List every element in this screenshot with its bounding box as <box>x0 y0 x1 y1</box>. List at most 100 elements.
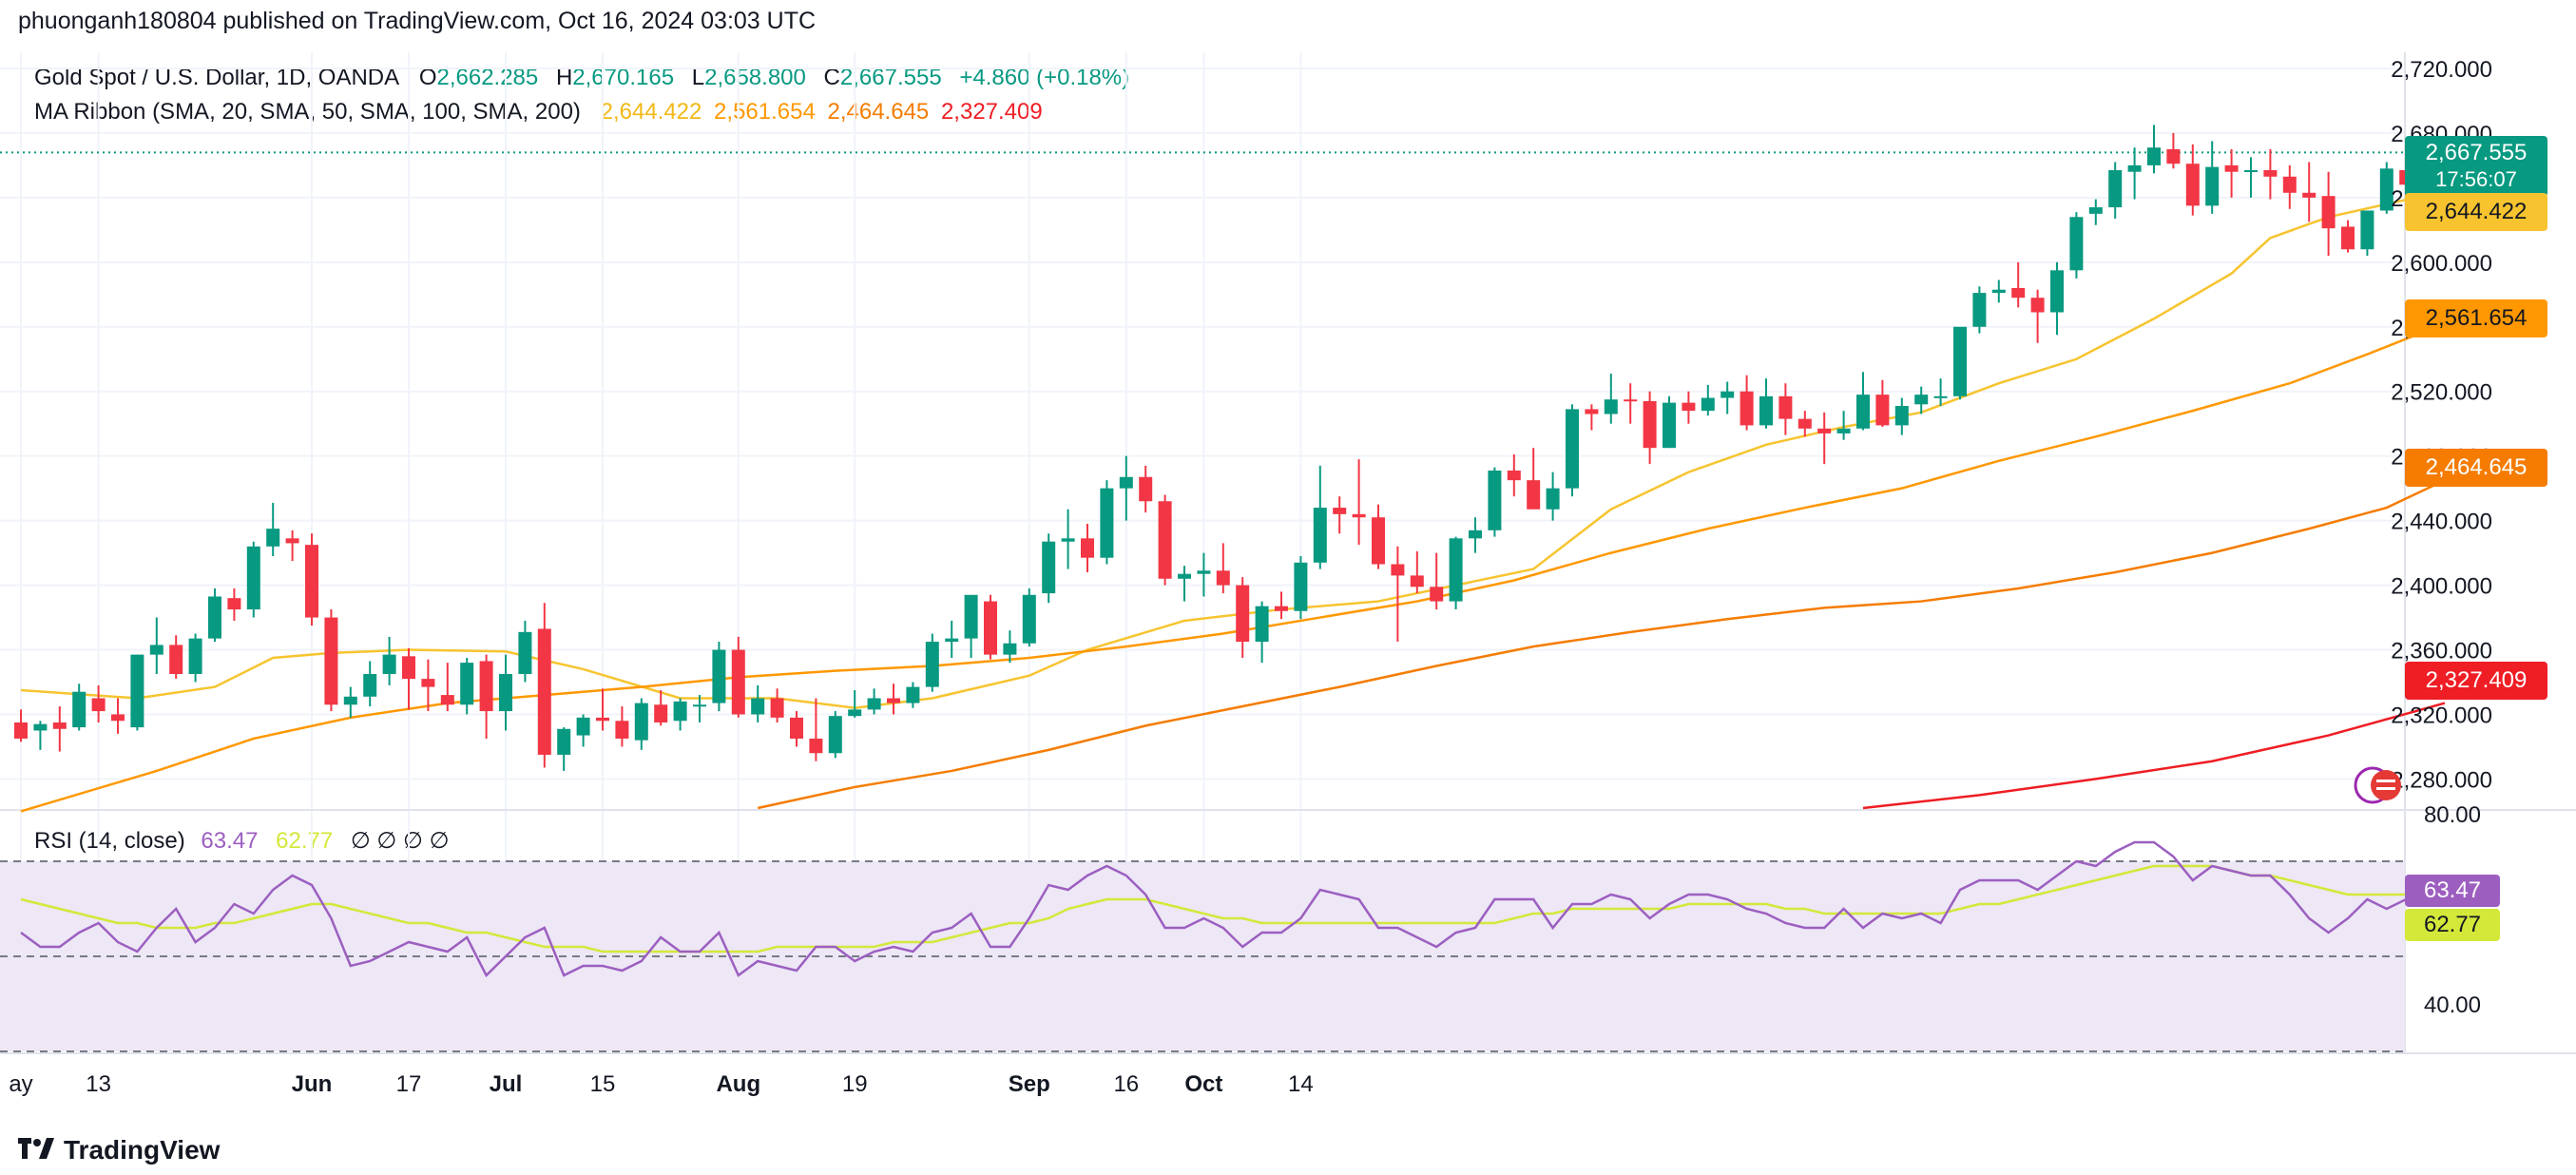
candle-body <box>1372 517 1385 565</box>
time-tick-label: Sep <box>1009 1071 1050 1097</box>
candle-body <box>72 691 87 728</box>
candle <box>363 661 377 706</box>
candle-body <box>1255 606 1269 643</box>
sma100-line <box>757 479 2446 810</box>
candle <box>52 705 67 752</box>
time-axis: ay 13 Jun 17 Jul 15 Aug 19 Sep 16 Oct 14 <box>9 1071 1313 1097</box>
candle <box>1740 375 1754 431</box>
candle <box>1410 550 1424 594</box>
ma-ribbon-title[interactable]: MA Ribbon (SMA, 20, SMA, 50, SMA, 100, S… <box>34 99 581 125</box>
candle-body <box>1778 395 1793 419</box>
candle <box>1759 378 1773 429</box>
candle <box>1488 467 1502 537</box>
candle-body <box>479 661 493 712</box>
candle <box>1953 326 1967 400</box>
candle <box>324 609 338 712</box>
candle-body <box>1914 395 1929 405</box>
candle <box>576 714 590 747</box>
candle <box>867 688 881 715</box>
tradingview-logo-icon <box>18 1135 54 1165</box>
candle <box>1294 556 1308 620</box>
time-tick-label: ay <box>9 1071 32 1097</box>
candle <box>402 647 415 710</box>
close-label: C <box>823 65 840 90</box>
candle-body <box>1836 428 1851 433</box>
candle-body <box>984 601 997 655</box>
candle <box>984 594 997 660</box>
candle <box>1469 517 1482 553</box>
candle <box>1643 391 1657 465</box>
candle-body <box>731 649 745 715</box>
candle-body <box>33 723 48 731</box>
candle <box>1333 496 1347 534</box>
countdown-label: 17:56:07 <box>2435 167 2517 191</box>
time-tick-label: Jun <box>292 1071 333 1097</box>
candle-body <box>2263 170 2278 177</box>
rsi-band <box>0 861 2405 1051</box>
candle-body <box>1313 508 1327 563</box>
candle <box>2341 220 2355 253</box>
candle <box>1042 533 1056 604</box>
candle-body <box>693 704 706 707</box>
candle-body <box>576 717 590 736</box>
candle <box>1003 630 1017 664</box>
flag-icon[interactable] <box>2354 766 2401 804</box>
candle-body <box>305 545 318 618</box>
candle <box>1972 286 1987 334</box>
candle-body <box>169 645 183 675</box>
sma50-price-box: 2,561.654 <box>2405 299 2547 337</box>
candle <box>2263 148 2278 200</box>
candle-body <box>654 704 668 722</box>
candle-body <box>537 628 551 755</box>
candle <box>1875 379 1890 428</box>
close-value: 2,667.555 <box>839 65 942 90</box>
candle-body <box>1953 326 1967 396</box>
rsi-tick-label: 40.00 <box>2424 992 2481 1018</box>
candle-body <box>343 696 357 705</box>
candle-body <box>324 617 338 705</box>
candle-body <box>1740 391 1754 426</box>
symbol-title[interactable]: Gold Spot / U.S. Dollar, 1D, OANDA <box>34 65 400 90</box>
time-tick-label: 14 <box>1288 1071 1314 1097</box>
candle-body <box>557 728 571 755</box>
candle <box>1061 509 1075 569</box>
candle <box>925 633 939 692</box>
candle <box>712 642 726 712</box>
candle <box>1585 404 1599 431</box>
candle-body <box>1624 399 1638 402</box>
candle <box>479 654 493 739</box>
tradingview-branding[interactable]: TradingView <box>18 1135 220 1165</box>
candle <box>14 709 28 742</box>
candle <box>1352 459 1366 546</box>
candle-body <box>1119 476 1133 489</box>
rsi-title[interactable]: RSI (14, close) <box>34 828 185 854</box>
candle-body <box>1856 395 1870 429</box>
candle-body <box>246 546 260 610</box>
candle <box>1236 577 1250 659</box>
candle <box>1701 384 1715 416</box>
candle <box>673 698 687 731</box>
candle-body <box>402 656 415 680</box>
candle <box>2379 162 2393 214</box>
candle-body <box>770 698 784 718</box>
candle-body <box>149 645 163 655</box>
candle <box>2302 162 2316 222</box>
candle <box>2321 171 2336 257</box>
candle-body <box>1391 564 1405 576</box>
candle <box>305 533 318 626</box>
candle-body <box>1158 501 1172 579</box>
candle-body <box>1003 643 1017 655</box>
candle-body <box>1701 397 1715 412</box>
candle <box>809 698 823 761</box>
price-tick-label: 2,520.000 <box>2391 380 2492 406</box>
candle-body <box>91 698 106 712</box>
candle-body <box>848 709 862 717</box>
candle-body <box>1275 606 1288 611</box>
candle-body <box>2244 170 2258 173</box>
time-tick-label: 19 <box>842 1071 868 1097</box>
candle <box>1546 472 1560 521</box>
rsi-legend: RSI (14, close) 63.47 62.77 ∅ ∅ ∅ ∅ <box>34 827 455 855</box>
candle-body <box>1294 562 1308 611</box>
candle <box>790 711 803 747</box>
